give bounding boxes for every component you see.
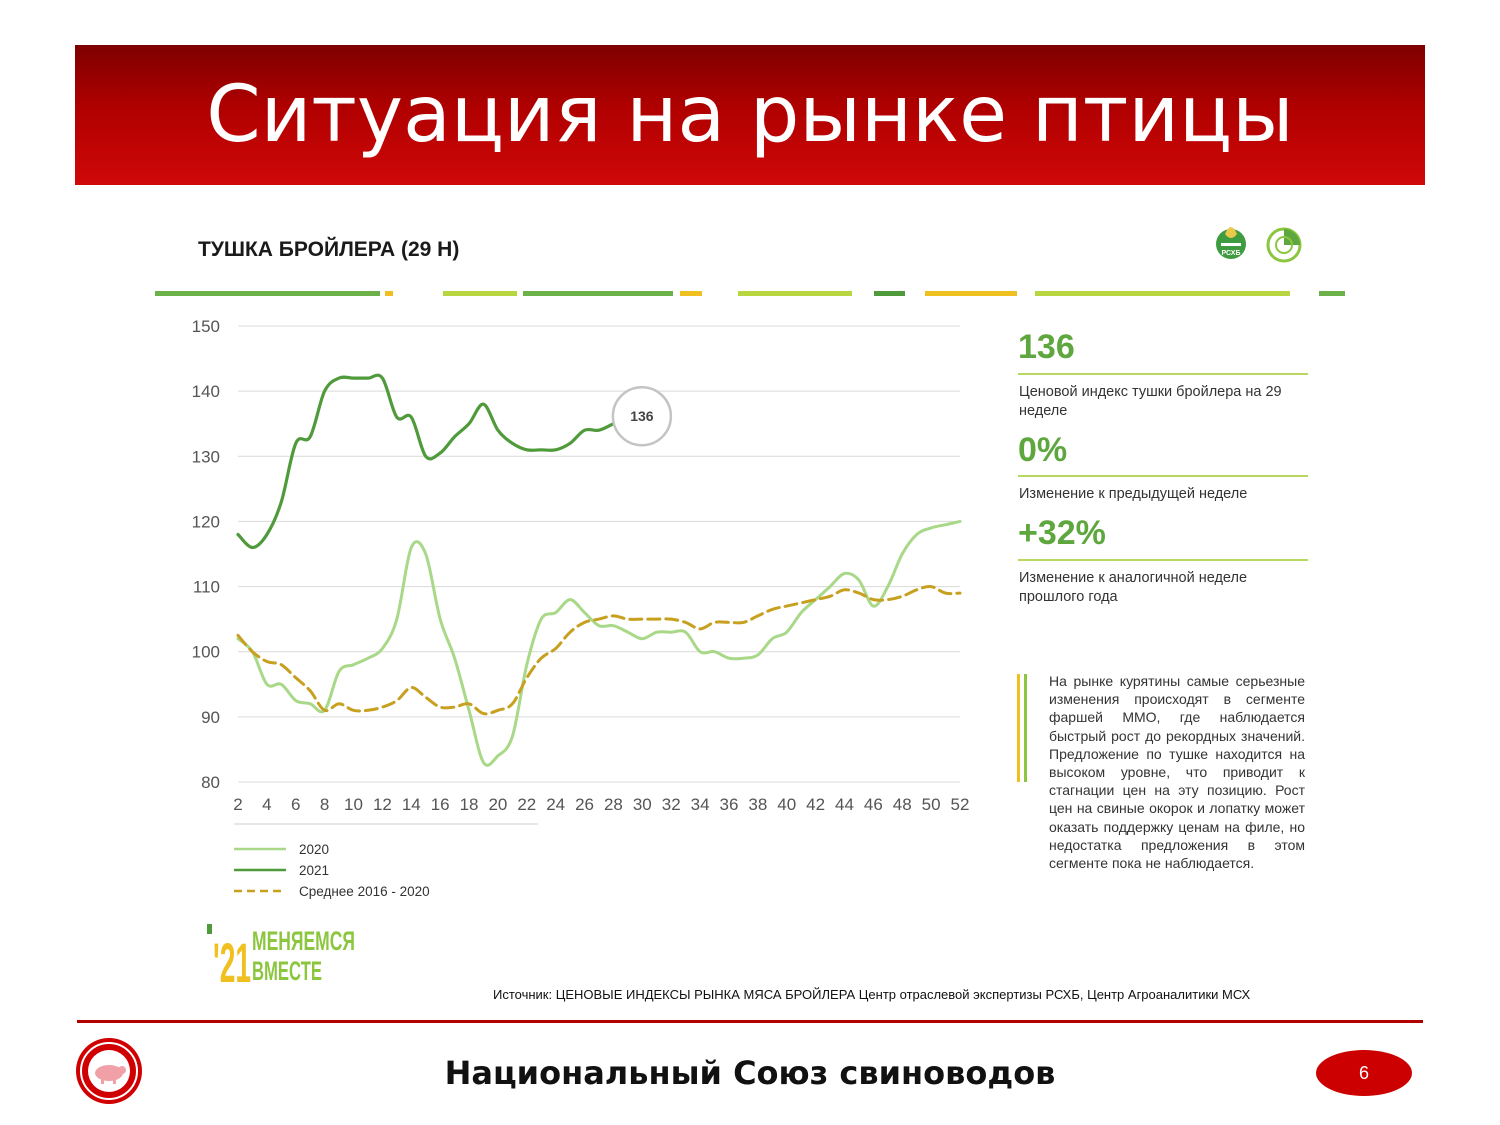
series-line-0 bbox=[236, 519, 962, 767]
x-tick-label: 2 bbox=[233, 795, 242, 814]
chart-series bbox=[236, 373, 962, 767]
note-accent-bar bbox=[1017, 674, 1020, 782]
pig-union-logo-icon bbox=[76, 1038, 142, 1104]
chart-callout: 136 bbox=[611, 385, 673, 447]
slide-title: Ситуация на рынке птицы bbox=[206, 70, 1294, 160]
title-banner: Ситуация на рынке птицы bbox=[75, 45, 1425, 185]
y-tick-label: 100 bbox=[192, 643, 220, 662]
x-axis-ticks: 2 4 6 8 10 12 14 16 18 20 22 24 26 28 30 32 34 36 38 40 42 44… bbox=[233, 795, 969, 814]
campaign-line1: МЕНЯЕМСЯ bbox=[252, 926, 355, 956]
legend-label: Среднее 2016 - 2020 bbox=[299, 884, 430, 899]
source-citation: Источник: ЦЕНОВЫЕ ИНДЕКСЫ РЫНКА МЯСА БРО… bbox=[493, 987, 1251, 1002]
kpi-label-index: Ценовой индекс тушки бройлера на 29 неде… bbox=[1019, 384, 1282, 419]
x-tick-label: 42 bbox=[806, 795, 825, 814]
y-axis-ticks: 80 90 100 110 120 130 140 150 bbox=[192, 317, 220, 792]
footer-organization: Национальный Союз свиноводов bbox=[444, 1054, 1056, 1092]
y-tick-label: 140 bbox=[192, 382, 220, 401]
y-tick-label: 130 bbox=[192, 447, 220, 466]
kpi-label-yearly-change: Изменение к аналогичной неделе прошлого … bbox=[1019, 570, 1248, 605]
y-tick-label: 90 bbox=[201, 708, 220, 727]
x-tick-label: 4 bbox=[262, 795, 271, 814]
series-line-2 bbox=[236, 585, 962, 716]
x-tick-label: 22 bbox=[517, 795, 536, 814]
x-tick-label: 14 bbox=[402, 795, 421, 814]
campaign-line2: ВМЕСТЕ bbox=[252, 956, 322, 984]
series-line-1 bbox=[236, 373, 615, 550]
x-tick-label: 10 bbox=[344, 795, 363, 814]
x-tick-label: 30 bbox=[633, 795, 652, 814]
y-tick-label: 110 bbox=[193, 578, 220, 597]
x-tick-label: 48 bbox=[893, 795, 912, 814]
kpi-label-weekly-change: Изменение к предыдущей неделе bbox=[1019, 486, 1248, 502]
note-accent-bar bbox=[1024, 674, 1027, 782]
kpi-divider bbox=[1018, 373, 1308, 375]
x-tick-label: 28 bbox=[604, 795, 623, 814]
x-tick-label: 36 bbox=[719, 795, 738, 814]
decorative-color-strip bbox=[155, 291, 1345, 296]
chart-heading: ТУШКА БРОЙЛЕРА (29 Н) bbox=[198, 238, 460, 261]
x-tick-label: 46 bbox=[864, 795, 883, 814]
agroanalytics-logo-icon bbox=[1266, 227, 1302, 263]
rshb-logo-icon: РСХБ bbox=[1216, 227, 1246, 259]
x-tick-label: 18 bbox=[460, 795, 479, 814]
x-tick-label: 8 bbox=[320, 795, 329, 814]
page-number-badge: 6 bbox=[1316, 1050, 1412, 1096]
y-tick-label: 80 bbox=[201, 773, 220, 792]
chart-legend: 2020 2021 Среднее 2016 - 2020 bbox=[234, 842, 430, 899]
chart-grid bbox=[238, 325, 960, 783]
x-tick-label: 44 bbox=[835, 795, 854, 814]
kpi-value-yearly-change: +32% bbox=[1018, 514, 1106, 552]
callout-circle bbox=[611, 385, 673, 447]
campaign-year: '21 bbox=[213, 931, 251, 984]
x-tick-label: 16 bbox=[431, 795, 450, 814]
callout-label: 136 bbox=[630, 408, 654, 424]
x-tick-label: 40 bbox=[777, 795, 796, 814]
kpi-value-index: 136 bbox=[1018, 328, 1075, 366]
x-tick-label: 12 bbox=[373, 795, 392, 814]
kpi-divider bbox=[1018, 559, 1308, 561]
x-tick-label: 34 bbox=[691, 795, 710, 814]
kpi-divider bbox=[1018, 475, 1308, 477]
campaign-logo: '21 МЕНЯЕМСЯ ВМЕСТЕ bbox=[207, 924, 355, 984]
partner-logos: РСХБ bbox=[1216, 227, 1302, 263]
legend-label: 2021 bbox=[299, 863, 329, 878]
kpi-value-weekly-change: 0% bbox=[1018, 431, 1068, 469]
legend-label: 2020 bbox=[299, 842, 329, 857]
x-tick-label: 52 bbox=[951, 795, 970, 814]
x-tick-label: 20 bbox=[488, 795, 507, 814]
footer-divider bbox=[77, 1020, 1423, 1023]
x-tick-label: 6 bbox=[291, 795, 300, 814]
y-tick-label: 150 bbox=[192, 317, 220, 336]
x-tick-label: 26 bbox=[575, 795, 594, 814]
market-commentary: На рынке курятины самые серьезные измене… bbox=[1049, 673, 1305, 872]
y-tick-label: 120 bbox=[192, 512, 220, 531]
x-tick-label: 50 bbox=[922, 795, 941, 814]
x-tick-label: 24 bbox=[546, 795, 565, 814]
x-tick-label: 38 bbox=[748, 795, 767, 814]
rshb-logo-text: РСХБ bbox=[1222, 250, 1241, 257]
x-tick-label: 32 bbox=[662, 795, 681, 814]
